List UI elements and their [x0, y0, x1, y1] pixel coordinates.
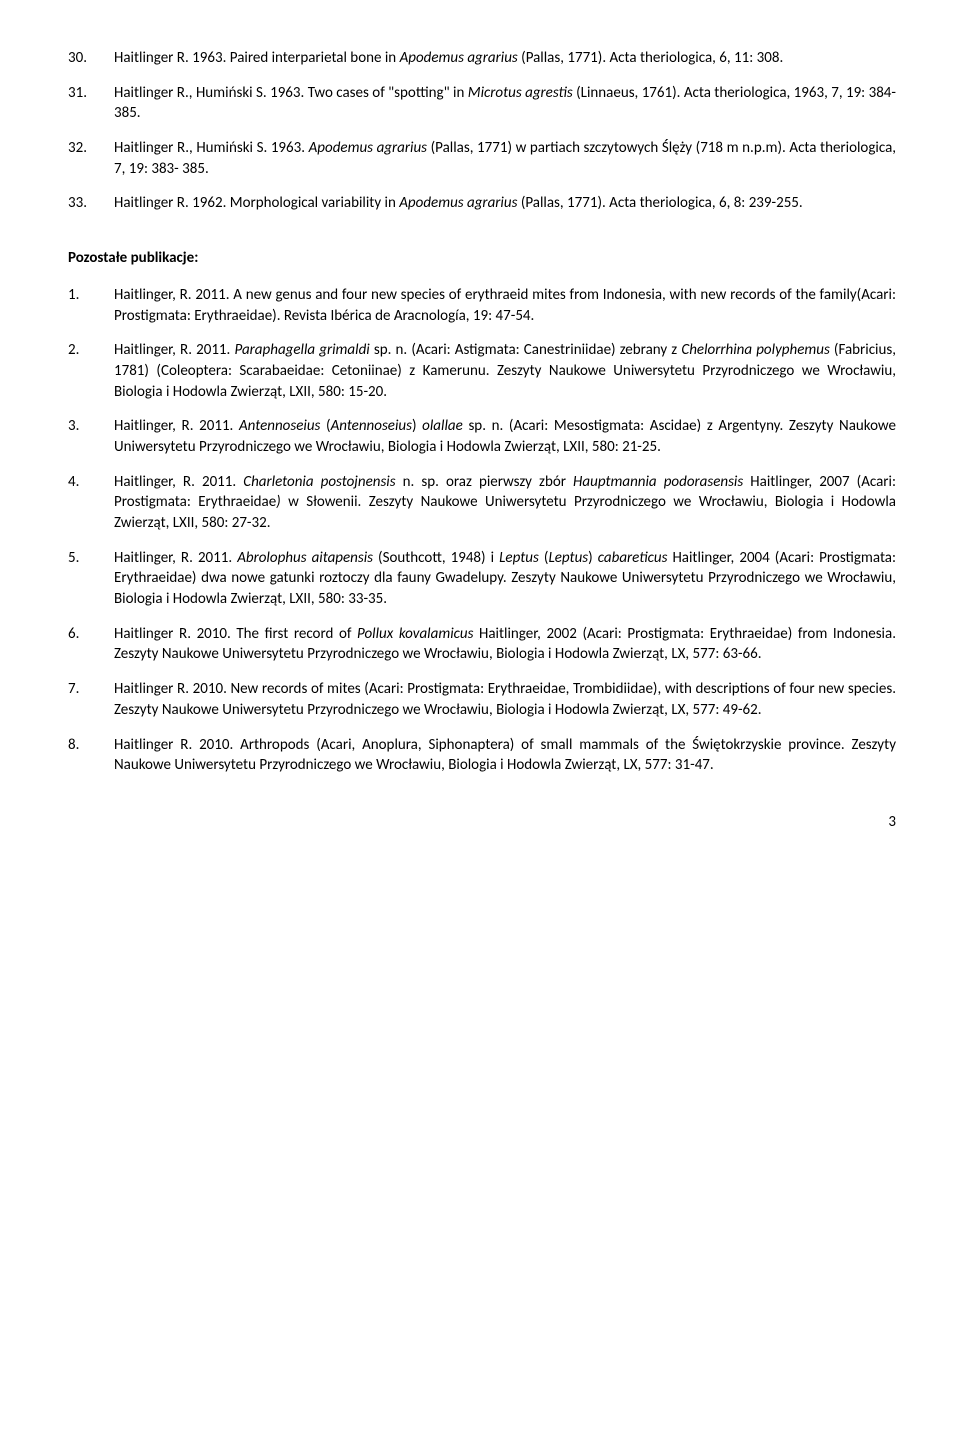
entry-number: 31. — [68, 83, 114, 124]
top-reference-list: 30.Haitlinger R. 1963. Paired interparie… — [68, 48, 896, 214]
entry-text: Haitlinger, R. 2011. Antennoseius (Anten… — [114, 416, 896, 457]
reference-entry: 33.Haitlinger R. 1962. Morphological var… — [68, 193, 896, 214]
entry-number: 2. — [68, 340, 114, 402]
entry-text: Haitlinger, R. 2011. Charletonia postojn… — [114, 472, 896, 534]
entry-text: Haitlinger R. 2010. The first record of … — [114, 624, 896, 665]
reference-entry: 5.Haitlinger, R. 2011. Abrolophus aitape… — [68, 548, 896, 610]
entry-text: Haitlinger, R. 2011. Abrolophus aitapens… — [114, 548, 896, 610]
section-heading: Pozostałe publikacje: — [68, 248, 896, 269]
entry-number: 1. — [68, 285, 114, 326]
entry-number: 8. — [68, 735, 114, 776]
entry-number: 32. — [68, 138, 114, 179]
reference-entry: 2.Haitlinger, R. 2011. Paraphagella grim… — [68, 340, 896, 402]
entry-text: Haitlinger R. 1962. Morphological variab… — [114, 193, 896, 214]
entry-number: 3. — [68, 416, 114, 457]
reference-entry: 31.Haitlinger R., Humiński S. 1963. Two … — [68, 83, 896, 124]
entry-number: 30. — [68, 48, 114, 69]
reference-entry: 3.Haitlinger, R. 2011. Antennoseius (Ant… — [68, 416, 896, 457]
entry-number: 6. — [68, 624, 114, 665]
reference-entry: 4.Haitlinger, R. 2011. Charletonia posto… — [68, 472, 896, 534]
reference-entry: 30.Haitlinger R. 1963. Paired interparie… — [68, 48, 896, 69]
entry-text: Haitlinger R. 2010. New records of mites… — [114, 679, 896, 720]
entry-number: 5. — [68, 548, 114, 610]
reference-entry: 8.Haitlinger R. 2010. Arthropods (Acari,… — [68, 735, 896, 776]
reference-entry: 1.Haitlinger, R. 2011. A new genus and f… — [68, 285, 896, 326]
entry-number: 7. — [68, 679, 114, 720]
entry-text: Haitlinger, R. 2011. Paraphagella grimal… — [114, 340, 896, 402]
entry-text: Haitlinger R., Humiński S. 1963. Two cas… — [114, 83, 896, 124]
publications-list: 1.Haitlinger, R. 2011. A new genus and f… — [68, 285, 896, 776]
entry-number: 4. — [68, 472, 114, 534]
entry-text: Haitlinger R. 1963. Paired interparietal… — [114, 48, 896, 69]
reference-entry: 6.Haitlinger R. 2010. The first record o… — [68, 624, 896, 665]
reference-entry: 7.Haitlinger R. 2010. New records of mit… — [68, 679, 896, 720]
entry-text: Haitlinger R., Humiński S. 1963. Apodemu… — [114, 138, 896, 179]
page-number: 3 — [68, 812, 896, 833]
entry-number: 33. — [68, 193, 114, 214]
entry-text: Haitlinger, R. 2011. A new genus and fou… — [114, 285, 896, 326]
entry-text: Haitlinger R. 2010. Arthropods (Acari, A… — [114, 735, 896, 776]
reference-entry: 32.Haitlinger R., Humiński S. 1963. Apod… — [68, 138, 896, 179]
